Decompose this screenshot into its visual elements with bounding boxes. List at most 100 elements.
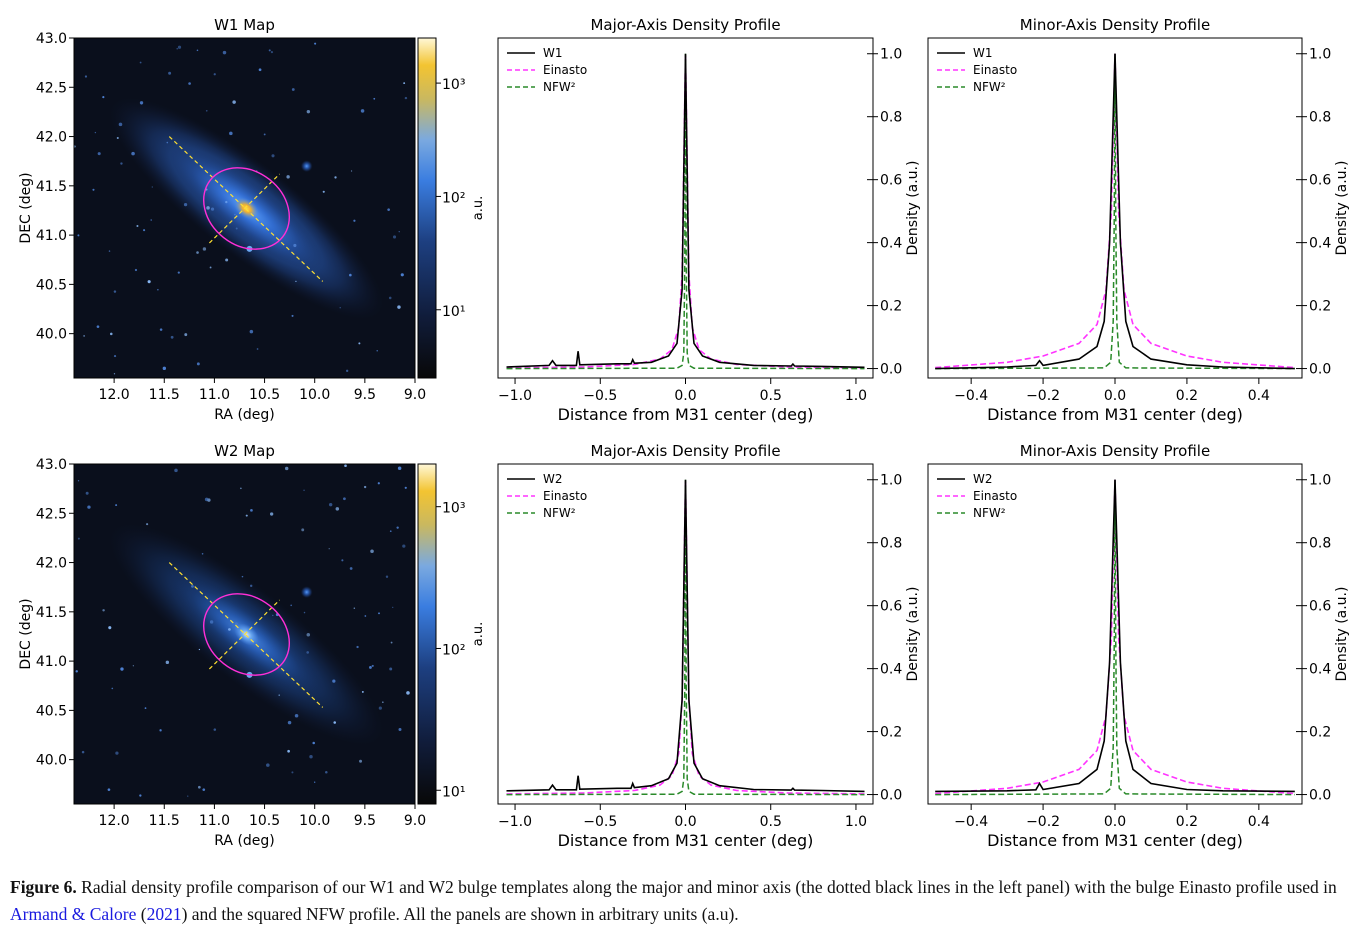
- w1-minor-ylabel: Density (a.u.): [1334, 161, 1350, 256]
- star: [107, 788, 111, 791]
- star: [269, 512, 274, 516]
- star: [303, 489, 305, 491]
- x-tick-label: 0.2: [1176, 388, 1198, 404]
- w2-map-title: W2 Map: [214, 442, 275, 460]
- legend-label: NFW²: [543, 80, 576, 94]
- star: [118, 122, 123, 127]
- w2-minor-panel: Minor-Axis Density Profile −0.4 −0.2 0.0 0.2…: [927, 442, 1350, 850]
- x-tick-label: 10.0: [299, 813, 330, 829]
- y-tick-label: 0.0: [880, 362, 902, 378]
- star: [113, 355, 117, 358]
- star: [204, 497, 209, 502]
- x-tick-label: 9.0: [404, 387, 426, 403]
- x-tick-label: 9.0: [404, 813, 426, 829]
- star: [349, 567, 353, 570]
- colorbar: [417, 37, 437, 379]
- star: [382, 701, 384, 704]
- w1-major-panel: Major-Axis Density Profile −1.0 −0.5 0.0 0.5…: [497, 16, 921, 424]
- star: [403, 82, 406, 85]
- y-tick-label: 42.0: [36, 556, 67, 572]
- star: [87, 505, 91, 509]
- colorbar-tick-label: 10¹: [442, 304, 465, 320]
- star: [213, 73, 216, 76]
- y-tick-label: 43.0: [36, 457, 67, 473]
- star: [349, 273, 352, 277]
- star: [378, 706, 382, 710]
- w2-minor-title: Minor-Axis Density Profile: [1020, 442, 1210, 460]
- star: [314, 781, 316, 783]
- star: [92, 188, 95, 191]
- star: [332, 679, 336, 683]
- star: [232, 100, 236, 104]
- star: [404, 96, 408, 100]
- colorbar: [417, 463, 437, 805]
- star: [147, 280, 151, 284]
- x-tick-label: 12.0: [99, 387, 130, 403]
- x-tick-label: 0.0: [674, 388, 696, 404]
- x-tick-label: 0.5: [760, 388, 782, 404]
- star: [301, 528, 305, 532]
- legend-label: NFW²: [973, 80, 1006, 94]
- minor-axis-line: [208, 173, 281, 244]
- w2-map-galaxy: [75, 464, 410, 797]
- citation-link-authors[interactable]: Armand & Calore: [10, 904, 137, 924]
- star: [196, 251, 199, 254]
- star: [102, 609, 105, 612]
- star: [115, 751, 119, 755]
- y-tick-label: 1.0: [1309, 47, 1331, 63]
- star: [390, 641, 393, 644]
- star: [229, 131, 233, 136]
- star: [108, 626, 112, 630]
- star: [295, 280, 297, 283]
- colorbar-tick-label: 10³: [442, 501, 465, 517]
- star: [291, 88, 295, 91]
- w1-map-galaxy: [74, 42, 408, 375]
- x-tick-label: 11.0: [199, 813, 230, 829]
- w1-minor-title: Minor-Axis Density Profile: [1020, 16, 1210, 34]
- star: [228, 628, 231, 631]
- y-tick-label: 0.8: [880, 536, 902, 552]
- major-axis-line: [168, 562, 324, 708]
- star: [361, 690, 364, 693]
- x-tick-label: 1.0: [845, 388, 867, 404]
- y-tick-label: 0.0: [1309, 788, 1331, 804]
- star: [139, 794, 142, 797]
- star: [234, 622, 238, 626]
- x-tick-label: −0.2: [1026, 814, 1060, 830]
- x-tick-label: −0.2: [1026, 388, 1060, 404]
- citation-link-year[interactable]: 2021: [146, 904, 182, 924]
- star: [312, 741, 315, 745]
- star: [188, 82, 191, 85]
- star: [402, 544, 406, 548]
- legend-label: W2: [543, 472, 563, 486]
- star: [333, 721, 337, 724]
- star: [369, 666, 372, 669]
- star: [392, 235, 397, 239]
- y-tick-label: 0.2: [1309, 299, 1331, 315]
- x-tick-label: 0.2: [1176, 814, 1198, 830]
- y-tick-label: 0.6: [880, 599, 902, 615]
- y-tick-label: 0.4: [880, 236, 902, 252]
- y-tick-label: 1.0: [880, 47, 902, 63]
- colorbar-tick-label: 10²: [442, 190, 465, 206]
- star: [81, 750, 85, 754]
- w2-minor-ylabel: Density (a.u.): [1334, 587, 1350, 682]
- star: [143, 229, 146, 232]
- star: [191, 584, 194, 588]
- star: [322, 190, 325, 193]
- star: [291, 771, 294, 774]
- star: [96, 325, 100, 328]
- star: [397, 466, 402, 470]
- star: [278, 694, 280, 696]
- star: [250, 508, 253, 512]
- w1-major-title: Major-Axis Density Profile: [590, 16, 780, 34]
- star: [258, 68, 262, 72]
- x-tick-label: 10.5: [249, 813, 280, 829]
- x-tick-label: −0.4: [954, 814, 988, 830]
- star: [271, 154, 275, 158]
- star: [225, 200, 228, 204]
- w2-major-xlabel: Distance from M31 center (deg): [558, 831, 814, 850]
- star: [77, 480, 80, 482]
- star: [84, 75, 88, 78]
- star: [360, 109, 365, 113]
